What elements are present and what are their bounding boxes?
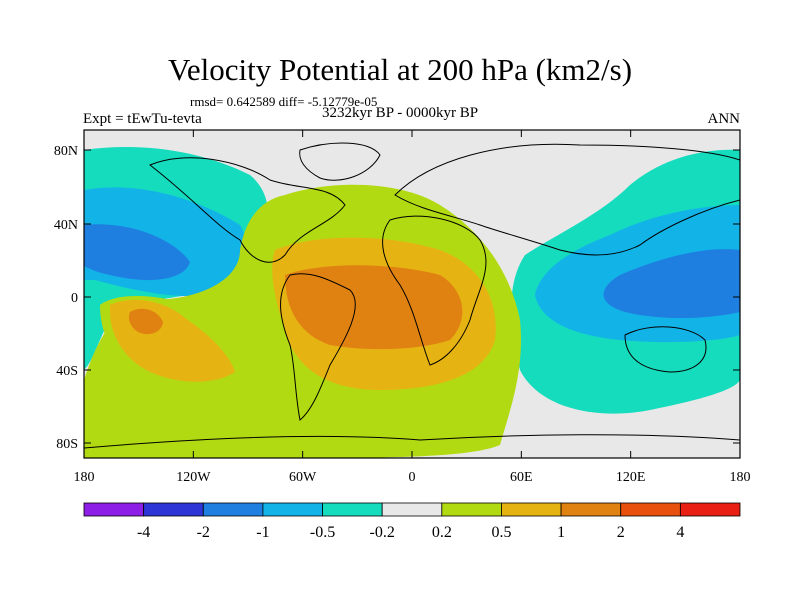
colorbar-swatch (202, 502, 264, 517)
coastlines (84, 142, 740, 449)
colorbar-label: -1 (256, 524, 269, 541)
colorbar-label: -2 (197, 524, 210, 541)
colorbar-swatch (560, 502, 622, 517)
coast-antarctica (84, 434, 740, 449)
lon-tick-label: 120W (176, 470, 211, 485)
colorbar-swatch (381, 502, 443, 517)
period-label: 3232kyr BP - 0000kyr BP (321, 105, 479, 121)
lat-tick-label: 0 (71, 291, 78, 306)
coast-north-america (149, 157, 346, 263)
lat-tick-label: 80S (56, 437, 78, 452)
lon-tick-label: 180 (730, 470, 751, 485)
contour-pos-strong-sw (128, 308, 163, 335)
stats-line: rmsd= 0.642589 diff= -5.12779e-05 (190, 94, 378, 109)
lat-tick-label: 40S (56, 364, 78, 379)
colorbar-swatch (143, 502, 204, 517)
contour-neg-strong (84, 224, 190, 281)
colorbar-label: 0.2 (432, 524, 452, 541)
lon-tick-label: 60E (510, 470, 533, 485)
colorbar-label: 0.5 (491, 524, 511, 541)
lon-tick-label: 0 (409, 470, 416, 485)
coast-africa (382, 215, 487, 366)
colorbar-swatch (441, 502, 502, 517)
colorbar-swatch (679, 502, 741, 517)
coast-south-america (280, 273, 356, 421)
coast-eurasia (394, 143, 740, 256)
colorbar-label: -0.2 (370, 524, 395, 541)
latitude-axis: 80N 40N 0 40S 80S (54, 144, 740, 452)
longitude-axis: 180 120W 60W 0 60E 120E 180 (74, 130, 751, 485)
colorbar-label: 1 (557, 524, 565, 541)
lon-tick-label: 120E (616, 470, 646, 485)
contour-east-strong (603, 249, 740, 319)
colorbar-label: -0.5 (310, 524, 335, 541)
velocity-potential-field (84, 130, 740, 458)
colorbar-label: 4 (676, 524, 684, 541)
colorbar-swatch (262, 502, 323, 517)
season-label: ANN (707, 111, 741, 127)
colorbar: -4 -2 -1 -0.5 -0.2 0.2 0.5 1 2 4 (83, 502, 741, 541)
coast-australia (624, 326, 707, 373)
coast-greenland (299, 142, 381, 181)
lon-tick-label: 60W (289, 470, 317, 485)
colorbar-swatch (620, 502, 681, 517)
lon-tick-label: 180 (74, 470, 95, 485)
lat-tick-label: 80N (54, 144, 78, 159)
colorbar-swatch (322, 502, 383, 517)
colorbar-label: -4 (137, 524, 150, 541)
experiment-label: Expt = tEwTu-tevta (83, 111, 202, 127)
colorbar-label: 2 (617, 524, 625, 541)
colorbar-swatch (501, 502, 562, 517)
lat-tick-label: 40N (54, 218, 78, 233)
colorbar-swatch (83, 502, 145, 517)
chart-title: Velocity Potential at 200 hPa (km2/s) (167, 52, 633, 87)
